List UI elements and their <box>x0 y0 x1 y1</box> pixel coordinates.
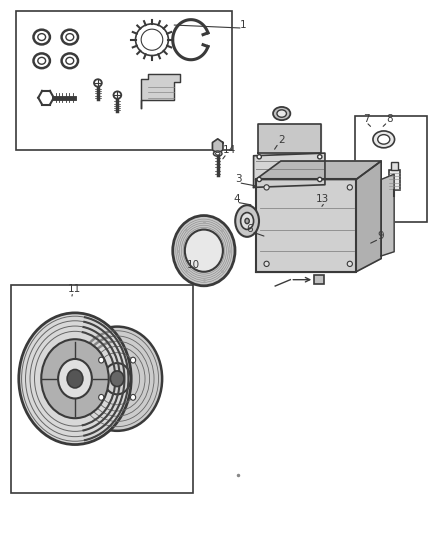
Ellipse shape <box>185 230 223 272</box>
Ellipse shape <box>215 152 220 155</box>
Text: 2: 2 <box>279 135 285 145</box>
Polygon shape <box>256 161 381 180</box>
Ellipse shape <box>240 213 254 229</box>
Text: 11: 11 <box>67 284 81 294</box>
Ellipse shape <box>264 185 269 190</box>
Ellipse shape <box>67 369 83 388</box>
Ellipse shape <box>235 205 259 237</box>
Text: 14: 14 <box>223 146 237 156</box>
Text: 7: 7 <box>363 114 369 124</box>
Ellipse shape <box>347 261 353 266</box>
Ellipse shape <box>104 363 131 394</box>
Ellipse shape <box>378 135 390 144</box>
Polygon shape <box>258 124 321 153</box>
Ellipse shape <box>318 177 322 182</box>
Ellipse shape <box>41 339 109 418</box>
Ellipse shape <box>277 110 286 117</box>
Ellipse shape <box>213 151 222 156</box>
Bar <box>16 11 232 150</box>
Text: 6: 6 <box>246 223 253 233</box>
Ellipse shape <box>245 219 249 224</box>
Bar <box>391 161 398 170</box>
Text: 1: 1 <box>240 20 246 30</box>
Text: 13: 13 <box>316 194 329 204</box>
Ellipse shape <box>131 394 136 400</box>
Ellipse shape <box>373 131 395 148</box>
Ellipse shape <box>264 261 269 266</box>
Polygon shape <box>356 161 381 272</box>
Ellipse shape <box>173 215 235 286</box>
Polygon shape <box>381 174 394 256</box>
Ellipse shape <box>273 107 290 120</box>
Ellipse shape <box>19 313 131 445</box>
Text: 3: 3 <box>235 174 242 184</box>
Ellipse shape <box>72 327 162 431</box>
Polygon shape <box>256 180 356 272</box>
Ellipse shape <box>99 394 104 400</box>
Text: 9: 9 <box>378 231 385 241</box>
Bar <box>389 170 399 190</box>
Bar <box>314 276 324 284</box>
Bar <box>11 285 193 494</box>
Ellipse shape <box>318 155 322 159</box>
Polygon shape <box>254 153 325 188</box>
Ellipse shape <box>99 357 104 363</box>
Text: 10: 10 <box>187 261 200 270</box>
Ellipse shape <box>110 371 124 386</box>
Ellipse shape <box>347 185 353 190</box>
Text: 8: 8 <box>386 114 393 124</box>
Bar <box>355 116 427 222</box>
Polygon shape <box>141 74 180 108</box>
Text: 4: 4 <box>233 194 240 204</box>
Ellipse shape <box>257 155 261 159</box>
Polygon shape <box>212 139 223 154</box>
Ellipse shape <box>131 357 136 363</box>
Ellipse shape <box>257 177 261 182</box>
Ellipse shape <box>58 359 92 399</box>
